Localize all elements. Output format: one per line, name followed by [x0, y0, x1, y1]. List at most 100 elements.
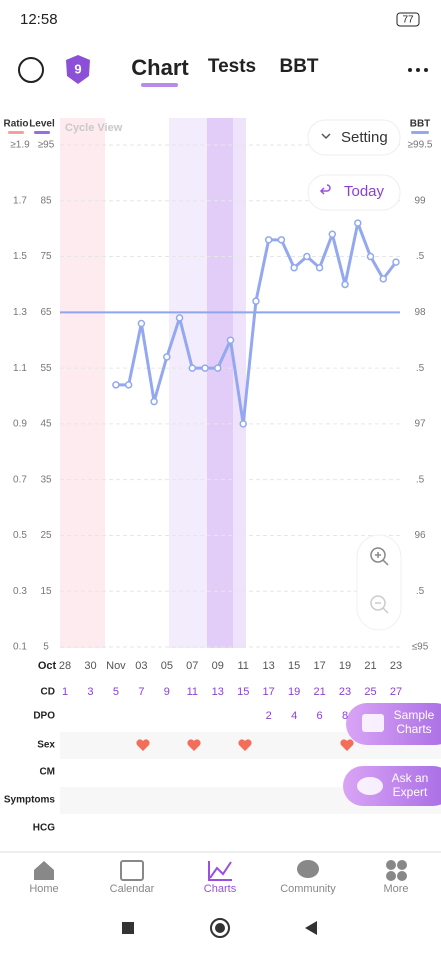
y-tick-label: 0.9 [13, 419, 27, 430]
x-tick-label: 17 [313, 660, 325, 672]
x-tick-label: 03 [135, 660, 147, 672]
y-tick-label: 96 [414, 530, 426, 541]
x-tick-label: Nov [106, 660, 126, 672]
cycle-view-label: Cycle View [65, 122, 123, 134]
y-tick-label: ≥95 [38, 140, 55, 151]
cd-value: 25 [364, 686, 376, 698]
row-label: Symptoms [4, 795, 56, 806]
bbt-point [290, 263, 298, 272]
calendar-icon [120, 860, 144, 881]
ovulation-band [207, 118, 233, 648]
cd-value: 27 [390, 686, 402, 698]
x-tick-label: 15 [288, 660, 300, 672]
chat-icon [357, 777, 383, 795]
period-band [60, 118, 105, 648]
nav-label: Calendar [110, 883, 155, 895]
nav-label: More [383, 883, 408, 895]
bbt-point [112, 381, 120, 389]
cd-value: 3 [87, 686, 93, 698]
bbt-point [366, 252, 375, 261]
community-icon [297, 860, 319, 878]
tab[interactable]: Chart [131, 55, 189, 80]
x-tick-label: 30 [84, 660, 96, 672]
profile-icon[interactable] [18, 57, 44, 83]
nav-label: Charts [204, 883, 237, 895]
cd-value: 1 [62, 686, 68, 698]
ask-expert-button[interactable] [343, 766, 441, 806]
bbt-point [252, 297, 260, 305]
home-button[interactable] [210, 918, 230, 938]
cd-value: 15 [237, 686, 249, 698]
charts-icon [208, 861, 232, 881]
bbt-point [328, 230, 337, 238]
bbt-point [341, 280, 349, 289]
y-tick-label: 0.3 [13, 586, 27, 597]
cd-value: 5 [113, 686, 119, 698]
x-tick-label: 28 [59, 660, 71, 672]
battery-level: 77 [402, 15, 414, 26]
axis-legend [8, 131, 24, 134]
bbt-point [392, 258, 400, 266]
x-tick-label: 11 [238, 660, 249, 672]
recents-button[interactable] [122, 922, 134, 934]
y-tick-label: 55 [40, 363, 52, 374]
y-tick-label: 98 [414, 307, 426, 318]
sample-charts-button[interactable] [346, 703, 441, 745]
y-tick-label: .5 [416, 474, 425, 485]
row-label: CD [41, 687, 55, 698]
bbt-point [214, 364, 222, 372]
bbt-point [188, 364, 197, 372]
zoom-out[interactable] [370, 595, 389, 614]
y-tick-label: .5 [416, 586, 425, 597]
bbt-point [163, 353, 171, 361]
cd-value: 13 [212, 686, 224, 698]
bbt-point [201, 364, 209, 372]
y-tick-label: 45 [40, 419, 52, 430]
bbt-point [303, 252, 311, 261]
setting-label: Setting [341, 129, 388, 146]
bbt-point [226, 336, 235, 344]
y-tick-label: 5 [43, 642, 49, 653]
dpo-value: 2 [266, 710, 272, 722]
month-label: Oct [38, 660, 57, 672]
today-label: Today [344, 183, 385, 200]
axis-legend [34, 131, 50, 134]
ask-expert-label: Ask an Expert [392, 771, 429, 799]
bbt-point [354, 219, 362, 227]
home-button-dot [215, 923, 225, 933]
level-badge[interactable] [66, 55, 90, 84]
y-tick-label: 1.5 [13, 251, 27, 262]
axis-title: Ratio [4, 119, 29, 130]
back-button[interactable] [305, 921, 317, 935]
status-time: 12:58 [20, 11, 58, 28]
nav-label: Community [280, 883, 336, 895]
x-tick-label: 23 [390, 660, 402, 672]
x-tick-label: 21 [364, 660, 376, 672]
tab-indicator [141, 83, 178, 87]
tab[interactable]: BBT [279, 56, 318, 77]
y-tick-label: 0.1 [13, 642, 27, 653]
cd-value: 7 [138, 686, 144, 698]
x-tick-label: 13 [263, 660, 275, 672]
today-button[interactable] [307, 174, 401, 211]
more-menu[interactable] [408, 68, 428, 72]
x-tick-label: 19 [339, 660, 351, 672]
cd-value: 9 [164, 686, 170, 698]
sample-charts-label: Sample Charts [394, 708, 435, 736]
x-tick-label: 05 [161, 660, 173, 672]
bbt-point [150, 397, 158, 406]
tab[interactable]: Tests [208, 56, 256, 77]
row-label: Sex [37, 740, 55, 751]
bbt-point [137, 319, 146, 328]
fertile-band [169, 118, 207, 648]
y-tick-label: 1.1 [13, 363, 27, 374]
cd-value: 21 [313, 686, 325, 698]
zoom-in[interactable] [370, 547, 389, 566]
setting-button[interactable] [307, 119, 401, 156]
bbt-point [264, 236, 273, 244]
dpo-value: 6 [317, 710, 323, 722]
bbt-point [315, 263, 324, 272]
home-icon [34, 861, 54, 880]
cd-value: 23 [339, 686, 351, 698]
